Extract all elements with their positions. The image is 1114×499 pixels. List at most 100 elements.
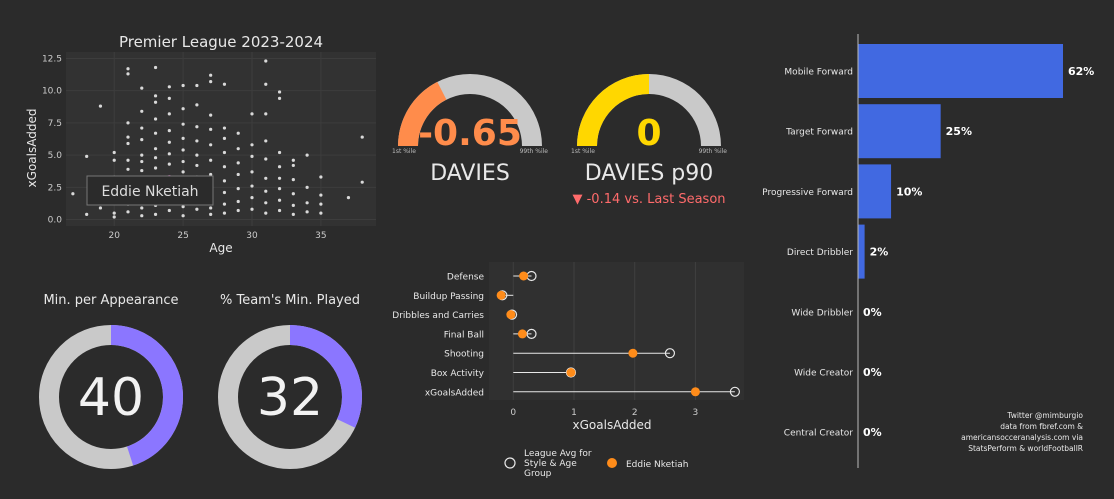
scatter-point: [250, 196, 254, 200]
gauge-max-label: 99th %ile: [699, 148, 728, 155]
gauge-delta: ▼ -0.14 vs. Last Season: [572, 192, 725, 207]
scatter-point: [277, 208, 282, 213]
scatter-point: [360, 135, 364, 139]
scatter-point: [167, 140, 171, 144]
scatter-point: [222, 165, 227, 169]
tooltip-player-name: Eddie Nketiah: [101, 184, 198, 200]
scatter-gridlines: [66, 52, 376, 226]
scatter-point: [181, 136, 185, 140]
gauge-value: -0.65: [418, 113, 522, 154]
scatter-point: [195, 83, 199, 88]
scatter-point: [277, 150, 282, 155]
scatter-point: [277, 90, 282, 94]
scatter-point: [236, 208, 240, 213]
scatter-point: [126, 158, 130, 162]
gauge-min-label: 1st %ile: [392, 148, 416, 155]
scatter-point: [140, 153, 144, 157]
scatter-point: [264, 211, 268, 215]
scatter-y-tick-label: 12.5: [42, 54, 62, 64]
highlight-tooltip[interactable]: Eddie Nketiah: [86, 175, 214, 206]
dot-gridlines: [512, 262, 696, 400]
gauge-name: DAVIES: [430, 161, 510, 186]
scatter-point: [181, 214, 185, 218]
scatter-point: [140, 86, 144, 90]
ring-fill: [218, 325, 362, 469]
scatter-point: [167, 208, 171, 213]
scatter-point: [181, 205, 185, 209]
dot-category-label: xGoalsAdded: [425, 388, 484, 398]
ring-value: 32: [257, 368, 323, 428]
legend-label-player: Eddie Nketiah: [626, 460, 688, 470]
scatter-x-ticks: 20 25 30 35: [108, 231, 326, 241]
scatter-point: [112, 215, 116, 219]
gauge-name: DAVIES p90: [585, 161, 714, 186]
bar-category-label: Direct Dribbler: [787, 248, 853, 258]
scatter-point: [153, 166, 158, 170]
ring-value: 40: [78, 368, 144, 428]
scatter-point: [167, 112, 171, 116]
scatter-point: [140, 109, 144, 113]
scatter-y-tick-label: 7.5: [48, 119, 62, 129]
dot-player-marker: [517, 329, 527, 339]
scatter-point: [153, 147, 158, 151]
scatter-point: [181, 170, 185, 174]
scatter-point: [153, 212, 158, 216]
scatter-point: [195, 125, 199, 129]
gauge-min-label: 1st %ile: [571, 148, 595, 155]
scatter-point: [126, 210, 130, 214]
dot-league-avg-marker: [526, 328, 537, 339]
scatter-x-label: Age: [209, 241, 232, 255]
rings-panel: Min. per Appearance 40 % Team's Min. Playe…: [39, 293, 362, 469]
scatter-point: [222, 150, 227, 155]
scatter-point: [209, 113, 213, 117]
scatter-y-label: xGoalsAdded: [25, 109, 39, 188]
dot-x-tick-label: 2: [632, 408, 638, 418]
gauge-fill: [577, 74, 649, 146]
scatter-y-tick-label: 0.0: [48, 216, 63, 226]
style-bar: [858, 224, 865, 279]
scatter-point: [153, 94, 158, 98]
scatter-point: [181, 83, 185, 88]
scatter-point: [264, 189, 268, 193]
style-bars: Mobile Forward 62% Target Forward 25% Progre…: [762, 44, 1094, 439]
scatter-point: [209, 172, 213, 177]
scatter-point: [153, 100, 158, 104]
bar-category-label: Central Creator: [784, 429, 854, 439]
scatter-point: [126, 67, 130, 71]
scatter-point: [126, 121, 130, 125]
scatter-point: [305, 210, 309, 214]
bar-category-label: Target Forward: [785, 128, 853, 138]
scatter-point: [140, 159, 144, 164]
bar-value-label: 62%: [1068, 65, 1094, 78]
scatter-point: [209, 80, 213, 84]
bar-value-label: 10%: [896, 185, 922, 198]
gauge-max-label: 99th %ile: [520, 148, 549, 155]
scatter-point: [85, 154, 89, 158]
scatter-point: [98, 206, 103, 210]
scatter-point: [195, 163, 199, 168]
credit-line-1: Twitter @mimburgio: [1006, 411, 1083, 420]
scatter-point: [236, 172, 240, 177]
dot-chart-panel: Defense Buildup Passing Dribbles and Carri…: [392, 262, 744, 479]
dot-category-label: Defense: [447, 273, 485, 283]
scatter-y-ticks: 0.0 2.5 5.0 7.5 10.0 12.5: [42, 54, 62, 225]
style-bar: [858, 44, 1063, 98]
scatter-point: [222, 211, 227, 215]
dot-x-tick-label: 1: [571, 408, 577, 418]
scatter-point: [277, 176, 282, 180]
dot-x-tick-label: 0: [510, 408, 516, 418]
dot-plot-area: [489, 262, 744, 400]
bar-category-label: Wide Dribbler: [791, 308, 853, 318]
credits: Twitter @mimburgio data from fbref.com &…: [961, 411, 1083, 453]
scatter-point: [153, 117, 158, 121]
scatter-point: [126, 72, 130, 76]
scatter-point: [277, 198, 282, 202]
dot-x-tick-label: 3: [693, 408, 699, 418]
scatter-point: [250, 112, 254, 116]
scatter-point: [291, 192, 295, 196]
scatter-point: [98, 104, 103, 108]
scatter-point: [222, 82, 227, 86]
scatter-point: [195, 103, 199, 107]
credit-line-3: americansocceranalysis.com via: [961, 433, 1083, 442]
